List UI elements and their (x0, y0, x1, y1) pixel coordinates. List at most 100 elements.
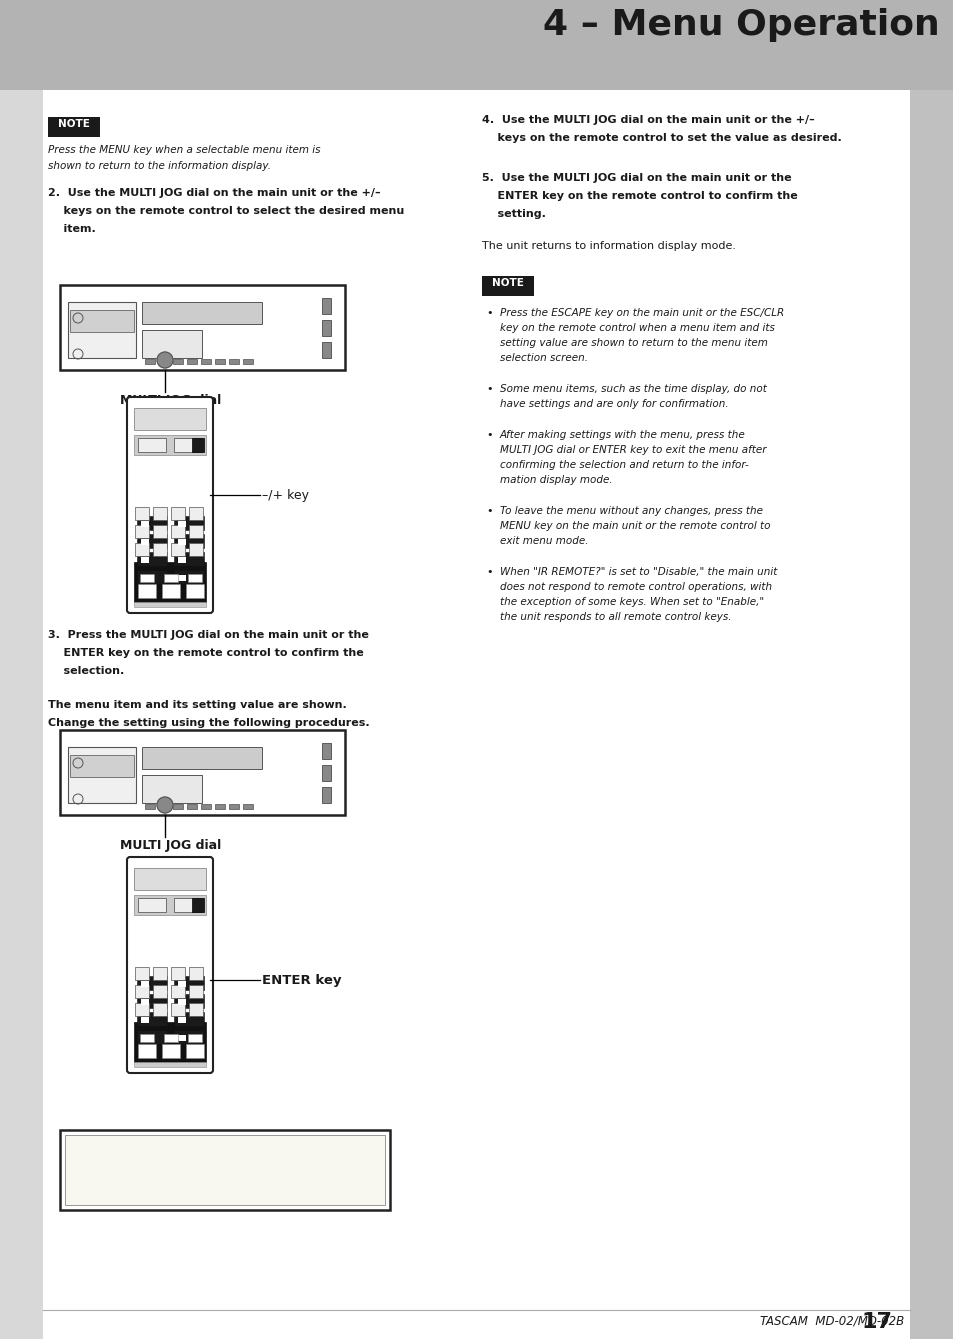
Bar (322, 341, 331, 358)
Bar (178, 981, 186, 987)
Text: key on the remote control when a menu item and its: key on the remote control when a menu it… (499, 323, 774, 333)
Text: ENTER key: ENTER key (262, 973, 341, 987)
Bar (145, 803, 154, 809)
Text: •: • (485, 308, 492, 317)
Bar (173, 534, 204, 548)
Bar (133, 408, 206, 430)
Bar (189, 544, 203, 556)
Text: item.: item. (48, 224, 95, 234)
Bar (188, 574, 202, 582)
Text: ENTER key on the remote control to confirm the: ENTER key on the remote control to confi… (481, 191, 797, 201)
Bar (137, 516, 167, 530)
Text: ENTER key on the remote control to confirm the: ENTER key on the remote control to confi… (48, 648, 363, 657)
Bar (189, 967, 203, 980)
Text: 17: 17 (862, 1312, 892, 1332)
Bar (152, 986, 167, 998)
Bar (68, 747, 136, 803)
Bar (173, 516, 204, 530)
Bar (172, 803, 183, 809)
Bar (48, 116, 100, 137)
Text: keys on the remote control to select the desired menu: keys on the remote control to select the… (48, 206, 404, 216)
Bar (140, 1034, 153, 1042)
Bar (137, 994, 167, 1008)
Bar (481, 276, 534, 296)
Text: •: • (485, 384, 492, 394)
Bar (141, 981, 149, 987)
Text: selection.: selection. (48, 665, 124, 676)
Bar (162, 584, 180, 599)
Text: •: • (485, 430, 492, 441)
Bar (171, 986, 185, 998)
Bar (142, 303, 262, 324)
Text: NOTE: NOTE (58, 119, 90, 129)
Bar (133, 603, 206, 607)
Bar (142, 329, 202, 358)
Bar (187, 359, 196, 364)
Text: After making settings with the menu, press the: After making settings with the menu, pre… (499, 430, 745, 441)
Bar (135, 507, 149, 520)
Text: The menu item and its setting value are shown.: The menu item and its setting value are … (48, 700, 346, 710)
Text: setting value are shown to return to the menu item: setting value are shown to return to the… (499, 337, 767, 348)
Bar (172, 359, 183, 364)
Bar (229, 803, 239, 809)
Text: mation display mode.: mation display mode. (499, 475, 612, 485)
Bar (322, 299, 331, 315)
Bar (0, 90, 43, 1339)
Text: —— —— — —— — —: —— —— — —— — — (68, 1156, 142, 1162)
Bar (133, 1022, 206, 1062)
Bar (133, 894, 206, 915)
Bar (65, 1135, 385, 1205)
Bar (178, 1018, 186, 1023)
Text: MULTI JOG dial: MULTI JOG dial (120, 840, 221, 852)
Bar (133, 868, 206, 890)
Bar (173, 438, 202, 453)
Text: TRACK: TRACK (68, 1138, 91, 1144)
FancyBboxPatch shape (127, 857, 213, 1073)
Bar (70, 311, 133, 332)
Bar (141, 540, 149, 545)
Text: -dB  60  40 +  20 + 15 +  8  + 4  + 2  + 0 OVER: -dB 60 40 + 20 + 15 + 8 + 4 + 2 + 0 OVER (115, 1148, 265, 1153)
Bar (188, 1034, 202, 1042)
Text: ANALOG: ANALOG (355, 1152, 384, 1158)
Bar (137, 976, 167, 990)
Bar (173, 570, 204, 584)
Bar (137, 1012, 167, 1026)
Text: the exception of some keys. When set to "Enable,": the exception of some keys. When set to … (499, 597, 763, 607)
Text: The unit returns to information display mode.: The unit returns to information display … (481, 241, 735, 250)
Text: 4 – Menu Operation: 4 – Menu Operation (542, 8, 939, 42)
Text: shown to return to the information display.: shown to return to the information displ… (48, 161, 271, 171)
Bar (229, 359, 239, 364)
Text: 2.  Use the MULTI JOG dial on the main unit or the +/–: 2. Use the MULTI JOG dial on the main un… (48, 187, 380, 198)
Bar (171, 544, 185, 556)
Bar (201, 359, 211, 364)
Bar (171, 967, 185, 980)
Bar (189, 525, 203, 538)
Bar (192, 438, 204, 453)
Bar (138, 898, 166, 912)
Text: NOTE: NOTE (492, 279, 523, 288)
Text: ATRAC>  ST: ATRAC> ST (115, 1178, 282, 1206)
Bar (141, 1035, 149, 1040)
Bar (243, 359, 253, 364)
Text: setting.: setting. (481, 209, 545, 220)
Bar (189, 986, 203, 998)
Bar (178, 1035, 186, 1040)
Bar (162, 1044, 180, 1058)
Bar (135, 986, 149, 998)
Bar (70, 755, 133, 777)
Bar (187, 803, 196, 809)
Bar (178, 557, 186, 562)
Bar (152, 525, 167, 538)
Text: When "IR REMOTE?" is set to "Disable," the main unit: When "IR REMOTE?" is set to "Disable," t… (499, 566, 777, 577)
Bar (322, 787, 331, 803)
Bar (186, 1044, 204, 1058)
Bar (322, 765, 331, 781)
Bar (60, 1130, 390, 1210)
Text: selection screen.: selection screen. (499, 353, 587, 363)
Bar (137, 534, 167, 548)
Bar (173, 1012, 204, 1026)
Bar (164, 1034, 178, 1042)
Text: Press the ESCAPE key on the main unit or the ESC/CLR: Press the ESCAPE key on the main unit or… (499, 308, 783, 317)
Bar (140, 574, 153, 582)
Text: confirming the selection and return to the infor-: confirming the selection and return to t… (499, 461, 748, 470)
